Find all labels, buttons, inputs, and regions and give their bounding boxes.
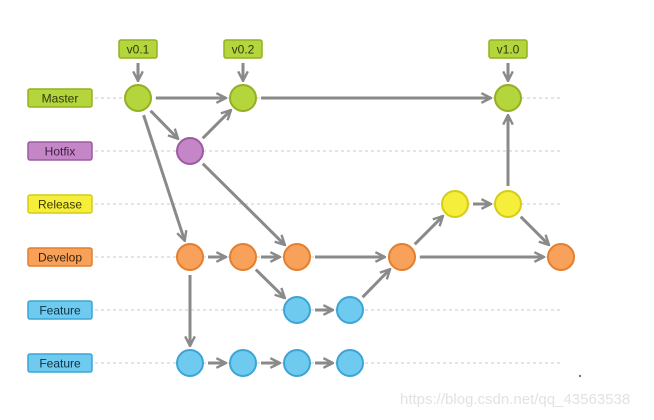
- branch-label-release-box[interactable]: [27, 194, 93, 214]
- watermark: https://blog.csdn.net/qq_43563538: [400, 391, 631, 408]
- tag-box-v0.2: [223, 39, 263, 59]
- commit-node-d5[interactable]: [547, 243, 575, 271]
- tag-label: v0.1: [127, 43, 150, 57]
- branch-label-feature2-box[interactable]: [27, 353, 93, 373]
- branch-label-develop-box[interactable]: [27, 247, 93, 267]
- edge-m1-d1: [142, 114, 185, 241]
- commit-node-d2[interactable]: [229, 243, 257, 271]
- commit-node-m1[interactable]: [124, 84, 152, 112]
- commit-node-r1[interactable]: [441, 190, 469, 218]
- commit-node-fb4[interactable]: [336, 349, 364, 377]
- commit-node-fa2[interactable]: [336, 296, 364, 324]
- commit-node-d3[interactable]: [283, 243, 311, 271]
- commit-node-m2[interactable]: [229, 84, 257, 112]
- commit-node-d4[interactable]: [388, 243, 416, 271]
- edge-h1-d3: [201, 162, 285, 245]
- edge-m1-h1: [149, 109, 178, 139]
- commit-node-h1[interactable]: [176, 137, 204, 165]
- tag-box-v0.1: [118, 39, 158, 59]
- branch-label-hotfix-box[interactable]: [27, 141, 93, 161]
- edge-d4-r1: [413, 216, 443, 246]
- branch-label-develop[interactable]: Develop: [38, 251, 82, 265]
- stray-dot: [578, 374, 582, 378]
- edge-fa2-d4: [361, 269, 390, 299]
- edge-r2-d5: [519, 215, 549, 245]
- branch-label-master[interactable]: Master: [42, 92, 79, 106]
- branch-label-release[interactable]: Release: [38, 198, 82, 212]
- edge-h1-m2: [201, 110, 231, 140]
- edge-d2-fa1: [254, 268, 285, 298]
- branch-label-feature2[interactable]: Feature: [39, 357, 81, 371]
- commit-node-fb2[interactable]: [229, 349, 257, 377]
- tag-label: v1.0: [497, 43, 520, 57]
- branch-label-feature1-box[interactable]: [27, 300, 93, 320]
- branch-label-hotfix[interactable]: Hotfix: [45, 145, 76, 159]
- commit-node-m3[interactable]: [494, 84, 522, 112]
- branch-label-feature1[interactable]: Feature: [39, 304, 81, 318]
- commit-node-r2[interactable]: [494, 190, 522, 218]
- tag-label: v0.2: [232, 43, 255, 57]
- tag-box-v1.0: [488, 39, 528, 59]
- commit-node-d1[interactable]: [176, 243, 204, 271]
- commit-node-fb1[interactable]: [176, 349, 204, 377]
- branch-label-master-box[interactable]: [27, 88, 93, 108]
- commit-node-fa1[interactable]: [283, 296, 311, 324]
- commit-node-fb3[interactable]: [283, 349, 311, 377]
